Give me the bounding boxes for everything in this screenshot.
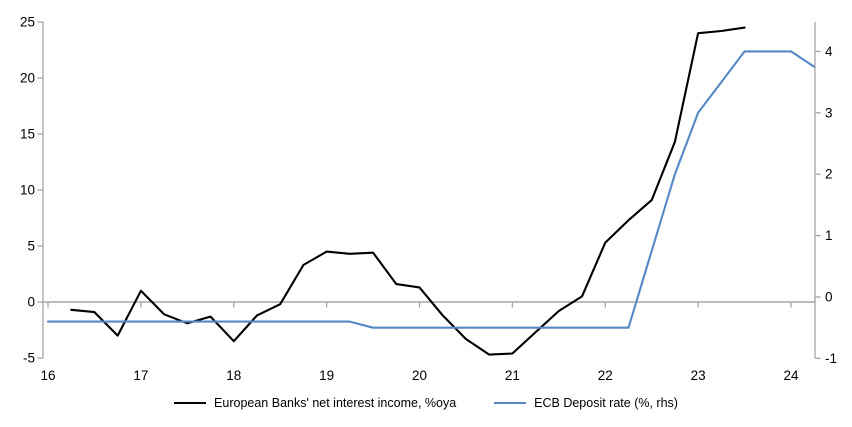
- right-axis-tick-label: -1: [825, 351, 837, 366]
- legend-item-nii: European Banks' net interest income, %oy…: [174, 395, 456, 411]
- right-axis-tick-label: 1: [825, 228, 833, 243]
- ecb-line-swatch: [494, 402, 527, 404]
- x-axis-tick-label: 17: [133, 368, 148, 383]
- x-axis-tick-label: 19: [319, 368, 334, 383]
- x-axis-tick-label: 18: [226, 368, 241, 383]
- x-axis-tick-label: 20: [412, 368, 427, 383]
- left-axis-tick-label: 0: [27, 295, 35, 310]
- legend-item-ecb: ECB Deposit rate (%, rhs): [494, 395, 678, 411]
- ecb-rate-line-series: [46, 50, 816, 329]
- legend: European Banks' net interest income, %oy…: [0, 395, 852, 411]
- left-axis-tick-label: 15: [20, 127, 35, 142]
- left-axis-tick-label: -5: [23, 351, 35, 366]
- right-axis-tick-label: 3: [825, 105, 833, 120]
- right-axis-tick-label: 0: [825, 290, 833, 305]
- left-axis-tick-label: 20: [20, 71, 35, 86]
- legend-label-nii: European Banks' net interest income, %oy…: [214, 396, 457, 410]
- x-axis-tick-label: 23: [691, 368, 706, 383]
- x-axis-tick-label: 22: [598, 368, 613, 383]
- right-axis-tick-label: 4: [825, 44, 833, 59]
- x-axis-tick-label: 24: [783, 368, 799, 383]
- legend-label-ecb: ECB Deposit rate (%, rhs): [534, 396, 678, 410]
- left-axis-tick-label: 25: [20, 15, 35, 30]
- right-axis-tick-label: 2: [825, 167, 833, 182]
- x-axis-tick-label: 21: [505, 368, 520, 383]
- x-axis-tick-label: 16: [40, 368, 55, 383]
- nii-line-series: [70, 26, 746, 356]
- nii-line-swatch: [174, 402, 207, 404]
- left-axis-tick-label: 10: [20, 183, 35, 198]
- left-axis-tick-label: 5: [27, 239, 35, 254]
